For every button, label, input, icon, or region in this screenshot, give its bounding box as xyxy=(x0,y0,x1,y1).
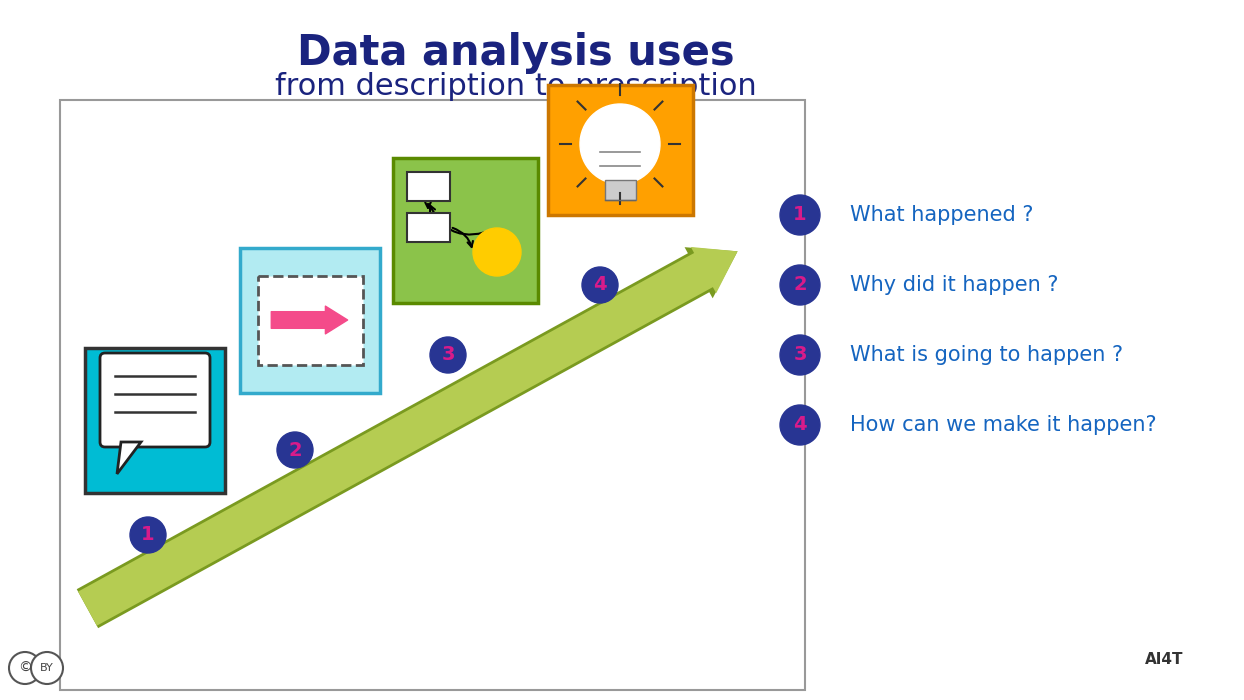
FancyBboxPatch shape xyxy=(100,353,210,447)
Text: ©: © xyxy=(19,661,32,675)
Circle shape xyxy=(780,195,820,235)
Text: 3: 3 xyxy=(442,346,455,365)
Circle shape xyxy=(580,104,661,184)
Text: 4: 4 xyxy=(593,276,607,295)
FancyArrowPatch shape xyxy=(78,247,738,626)
Text: 4: 4 xyxy=(794,416,807,435)
Text: 2: 2 xyxy=(794,276,807,295)
Text: BY: BY xyxy=(40,663,53,673)
Text: Data analysis uses: Data analysis uses xyxy=(297,32,735,74)
Text: What is going to happen ?: What is going to happen ? xyxy=(850,345,1123,365)
Circle shape xyxy=(277,432,313,468)
Text: 1: 1 xyxy=(794,206,807,225)
Text: 1: 1 xyxy=(141,526,154,545)
Text: How can we make it happen?: How can we make it happen? xyxy=(850,415,1157,435)
Polygon shape xyxy=(117,442,141,474)
Circle shape xyxy=(473,228,521,276)
FancyArrowPatch shape xyxy=(271,306,347,334)
Circle shape xyxy=(780,405,820,445)
Circle shape xyxy=(582,267,618,303)
Text: 2: 2 xyxy=(289,440,302,459)
Bar xyxy=(60,100,805,690)
Bar xyxy=(393,158,537,303)
Bar xyxy=(258,276,363,365)
Circle shape xyxy=(9,652,41,684)
Text: What happened ?: What happened ? xyxy=(850,205,1034,225)
Bar xyxy=(549,85,693,215)
Bar xyxy=(85,348,225,493)
Bar xyxy=(407,172,450,201)
Circle shape xyxy=(430,337,466,373)
Circle shape xyxy=(31,652,63,684)
Text: from description to prescription: from description to prescription xyxy=(275,72,758,101)
Circle shape xyxy=(780,265,820,305)
Text: 3: 3 xyxy=(794,346,807,365)
Bar xyxy=(407,213,450,242)
Circle shape xyxy=(780,335,820,375)
Text: Why did it happen ?: Why did it happen ? xyxy=(850,275,1059,295)
Text: AI4T: AI4T xyxy=(1144,652,1183,668)
FancyArrowPatch shape xyxy=(77,247,738,628)
Bar xyxy=(240,248,379,393)
Circle shape xyxy=(131,517,165,553)
Bar xyxy=(605,180,636,200)
